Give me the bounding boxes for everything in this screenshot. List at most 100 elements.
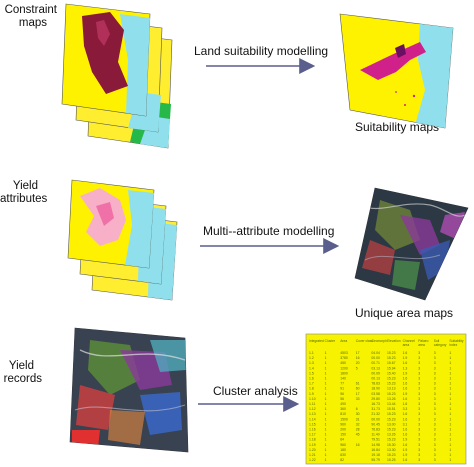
table-cell: 1: [449, 438, 451, 442]
table-cell: 96: [340, 392, 344, 396]
table-cell: 78.63: [371, 382, 380, 386]
table-cell: 15.23: [387, 438, 396, 442]
table-cell: 3: [418, 422, 420, 426]
table-cell: 56: [340, 397, 344, 401]
table-cell: 1.18: [309, 438, 316, 442]
unique-area-map: [354, 187, 469, 301]
table-cell: 15.23: [387, 382, 396, 386]
table-cell: 3: [434, 443, 436, 447]
table-cell: 1: [449, 407, 451, 411]
table-cell: 3: [418, 407, 420, 411]
table-cell: 1: [325, 356, 327, 360]
table-cell: 31: [356, 417, 360, 421]
table-cell: 1800: [340, 371, 348, 375]
table-cell: 1.6: [403, 397, 408, 401]
table-cell: 3: [418, 438, 420, 442]
table-cell: 6: [356, 407, 358, 411]
table-cell: 91: [340, 387, 344, 391]
table-cell: 3: [418, 371, 420, 375]
table-cell: 1: [449, 448, 451, 452]
table-cell: 1: [449, 397, 451, 401]
table-cell: 1: [325, 371, 327, 375]
table-cell: 1: [325, 377, 327, 381]
table-cell: 1: [449, 387, 451, 391]
table-cell: 1.7: [309, 382, 314, 386]
table-cell: 61: [356, 382, 360, 386]
table-cell: 1: [449, 382, 451, 386]
table-cell: 1.6: [403, 361, 408, 365]
table-cell: 4503: [340, 351, 348, 355]
table-cell: 1: [325, 443, 327, 447]
table-cell: 15.23: [387, 412, 396, 416]
table-cell: 1: [449, 356, 451, 360]
cluster-table: Integrated Cluster Area Cover classGeomorph…: [305, 333, 467, 465]
table-cell: 3: [434, 453, 436, 457]
table-cell: 3: [434, 377, 436, 381]
table-cell: 15.23: [387, 377, 396, 381]
table-header-cell: category: [434, 343, 447, 347]
table-cell: 1: [325, 402, 327, 406]
table-cell: 3: [434, 371, 436, 375]
table-cell: 360: [340, 407, 346, 411]
yield-records-map: [69, 327, 189, 453]
table-cell: 1.3: [309, 361, 314, 365]
table-cell: 1: [325, 417, 327, 421]
table-cell: 1: [449, 377, 451, 381]
table-cell: 21.32: [371, 412, 380, 416]
yield-attributes-stack: [67, 179, 178, 301]
table-cell: 79.51: [371, 438, 380, 442]
table-cell: 3: [418, 443, 420, 447]
table-cell: 13.44: [387, 402, 396, 406]
table-cell: 00.09: [371, 371, 380, 375]
table-cell: 1: [449, 351, 451, 355]
row1-output-label: Suitability maps: [355, 120, 440, 134]
table-cell: 1: [325, 361, 327, 365]
row3-process-label: Cluster analysis: [213, 384, 298, 398]
table-cell: 5: [356, 366, 358, 370]
table-cell: 1.9: [309, 392, 314, 396]
table-cell: 1.6: [403, 377, 408, 381]
table-cell: 1.6: [403, 412, 408, 416]
table-cell: 15.94: [387, 366, 396, 370]
row1-process-label: Land suitability modelling: [194, 44, 329, 58]
table-cell: 1500: [340, 417, 348, 421]
table-cell: 15.40: [387, 371, 396, 375]
table-cell: 3: [418, 351, 420, 355]
table-cell: 3: [434, 366, 436, 370]
table-cell: 17: [356, 351, 360, 355]
table-cell: 3: [434, 351, 436, 355]
table-cell: 15.23: [387, 351, 396, 355]
table-cell: 3: [418, 402, 420, 406]
table-cell: 16: [356, 443, 360, 447]
table-cell: 1: [325, 458, 327, 462]
table-cell: 31.73: [371, 407, 380, 411]
table-cell: 3: [418, 382, 420, 386]
table-cell: 11.40: [371, 433, 379, 437]
table-cell: 1.14: [309, 417, 316, 421]
table-cell: 17: [356, 392, 360, 396]
table-cell: 1.1: [309, 351, 314, 355]
table-cell: 16: [356, 356, 360, 360]
table-cell: 630: [340, 453, 346, 457]
table-header-cell: index: [449, 343, 457, 347]
table-cell: 13.13: [387, 387, 396, 391]
table-cell: 3: [434, 412, 436, 416]
table-cell: 1.9: [403, 371, 408, 375]
table-header-cell: Elevation: [387, 339, 401, 343]
table-cell: 3: [434, 402, 436, 406]
table-cell: 3: [434, 448, 436, 452]
table-cell: 1.9: [403, 453, 408, 457]
table-cell: 150: [340, 433, 346, 437]
table-header-cell: Area: [340, 339, 347, 343]
table-cell: 60: [356, 387, 360, 391]
table-cell: 1.3: [403, 366, 408, 370]
table-header-cell: Cluster: [325, 339, 336, 343]
table-cell: 1: [325, 407, 327, 411]
table-cell: 3: [434, 417, 436, 421]
table-cell: 15.23: [387, 392, 396, 396]
table-header-cell: Palaeo: [418, 339, 428, 343]
table-header-cell: area: [418, 343, 425, 347]
table-cell: 1.9: [403, 438, 408, 442]
table-cell: 1.6: [403, 382, 408, 386]
